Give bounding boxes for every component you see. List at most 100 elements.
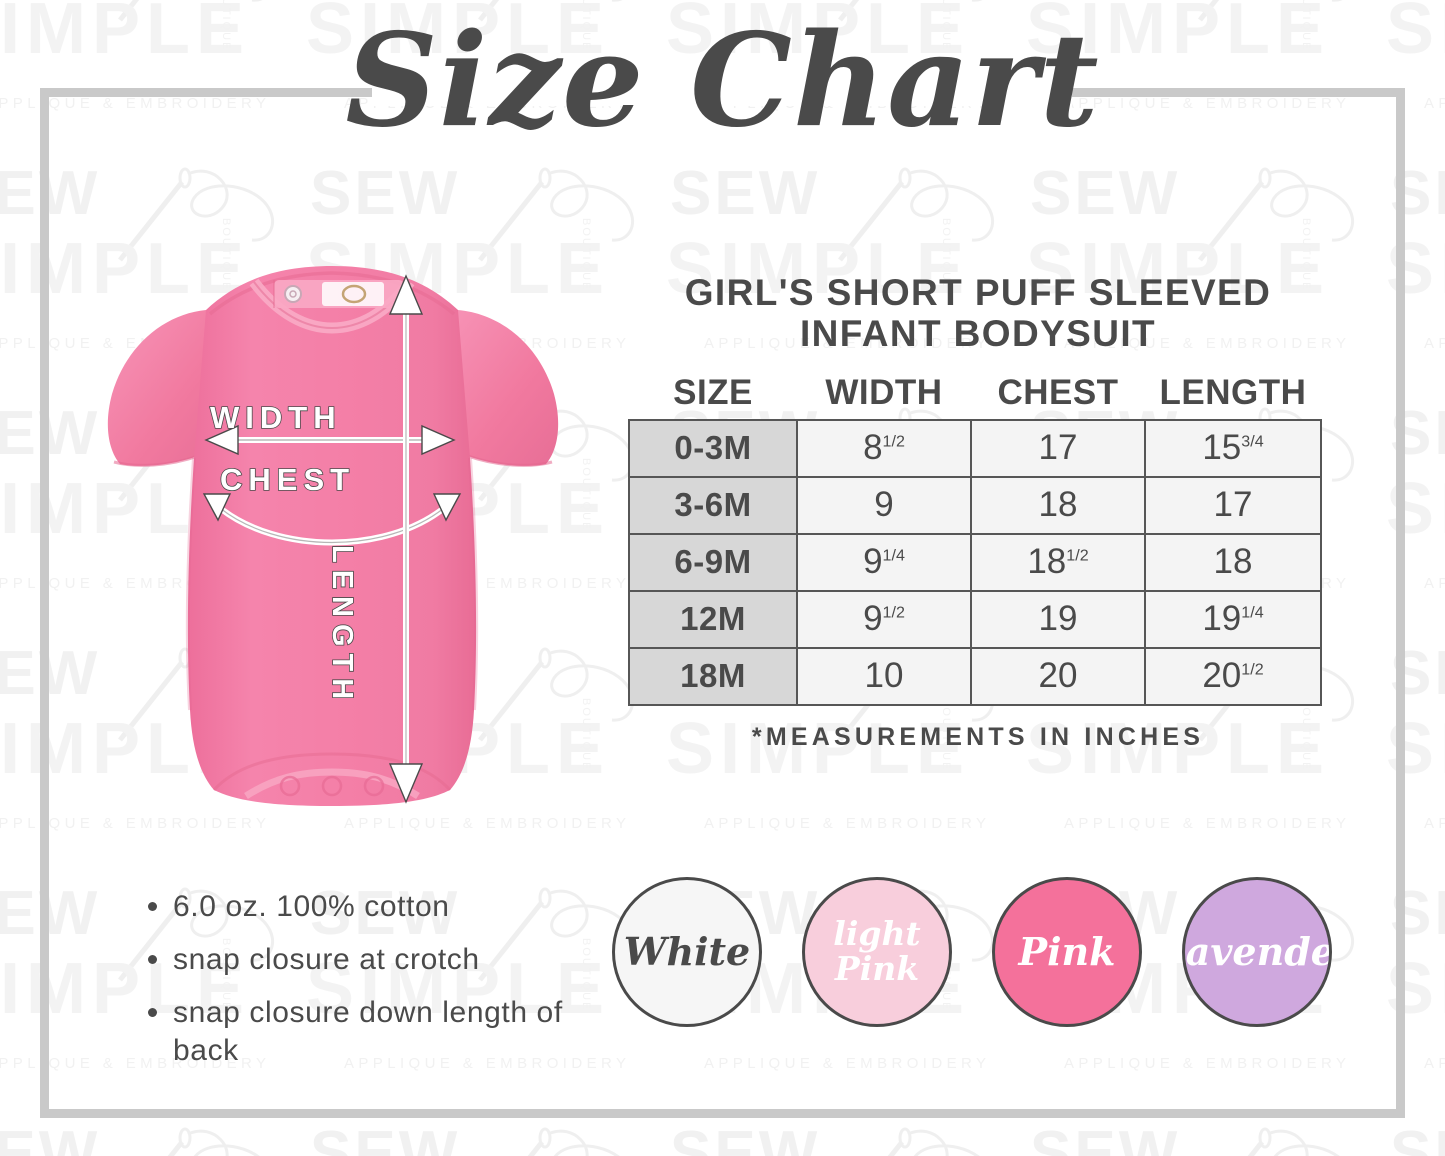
bodysuit-svg	[107, 266, 559, 806]
measurement-unit-note: *MEASUREMENTS IN INCHES	[751, 722, 1205, 751]
table-cell-size: 18M	[628, 646, 798, 706]
product-title: GIRL'S SHORT PUFF SLEEVED INFANT BODYSUI…	[628, 272, 1328, 355]
table-cell: 9	[796, 475, 972, 535]
column-header-size: SIZE	[673, 372, 753, 412]
watermark-subtitle: APPLIQUE & EMBROIDERY	[704, 1055, 991, 1072]
watermark-boutique: BOUTIQUE	[580, 938, 592, 1012]
neck-snap	[284, 285, 302, 303]
width-dimension-label: WIDTH	[209, 399, 342, 436]
fraction: 1/4	[1241, 603, 1264, 622]
watermark-simple: SIMPLE	[1386, 949, 1445, 1029]
feature-item: snap closure down length of back	[148, 994, 578, 1068]
swatch-label: light Pink	[833, 914, 921, 988]
brand-label	[322, 282, 384, 306]
table-cell: 18	[1144, 532, 1322, 592]
table-row: 0-3M 81/2 17 153/4	[628, 418, 1322, 478]
bullet-icon	[148, 955, 157, 965]
length-arrow	[388, 274, 424, 804]
feature-text: snap closure at crotch	[173, 943, 480, 977]
table-cell: 10	[796, 646, 972, 706]
color-swatch-lavender[interactable]: Lavender	[1182, 877, 1332, 1027]
watermark-simple: SIMPLE	[1386, 229, 1445, 309]
chest-arrow	[202, 493, 462, 546]
watermark-subtitle: APPLIQUE & EMBROIDERY	[1064, 1055, 1351, 1072]
label-graphic	[341, 284, 367, 304]
color-swatch-light-pink[interactable]: light Pink	[802, 877, 952, 1027]
swatch-label: Lavender	[1185, 929, 1329, 974]
fraction: 1/2	[1241, 660, 1264, 679]
watermark-sew: SEW	[0, 879, 101, 948]
watermark-sew: SEW	[1390, 1119, 1445, 1156]
table-cell-size: 12M	[628, 589, 798, 649]
feature-item: 6.0 oz. 100% cotton	[148, 888, 578, 925]
watermark-subtitle: APPLIQUE & EMBROIDERY	[1424, 575, 1445, 592]
color-swatch-pink[interactable]: Pink	[992, 877, 1142, 1027]
fraction: 1/2	[882, 603, 905, 622]
watermark-sew: SEW	[1390, 159, 1445, 228]
watermark-simple: SIMPLE	[1386, 709, 1445, 789]
swatch-label: White	[623, 929, 751, 974]
table-cell: 153/4	[1144, 418, 1322, 478]
watermark-sew: SEW	[1390, 639, 1445, 708]
table-cell-size: 0-3M	[628, 418, 798, 478]
table-cell-size: 6-9M	[628, 532, 798, 592]
table-header-row: SIZE WIDTH CHEST LENGTH	[629, 373, 1321, 420]
watermark-subtitle: APPLIQUE & EMBROIDERY	[1064, 815, 1351, 832]
table-cell: 191/4	[1144, 589, 1322, 649]
crotch-snap-3	[363, 775, 385, 797]
color-swatch-white[interactable]: White	[612, 877, 762, 1027]
watermark-simple: SIMPLE	[1386, 469, 1445, 549]
table-cell: 17	[1144, 475, 1322, 535]
table-cell-size: 3-6M	[628, 475, 798, 535]
fraction: 1/2	[1066, 546, 1089, 565]
table-row: 6-9M 91/4 181/2 18	[628, 532, 1322, 592]
product-title-line1: GIRL'S SHORT PUFF SLEEVED	[684, 272, 1272, 313]
watermark-subtitle: APPLIQUE & EMBROIDERY	[704, 815, 991, 832]
crotch-snap-1	[279, 775, 301, 797]
size-table: SIZE WIDTH CHEST LENGTH 0-3M 81/2 17 153/4 3…	[628, 373, 1322, 706]
product-info-panel: GIRL'S SHORT PUFF SLEEVED INFANT BODYSUI…	[628, 272, 1328, 752]
watermark-sew: SEW	[1390, 879, 1445, 948]
table-cell: 81/2	[796, 418, 972, 478]
feature-item: snap closure at crotch	[148, 941, 578, 978]
watermark-sew: SEW	[670, 159, 821, 228]
watermark-sew: SEW	[0, 1119, 101, 1156]
bullet-icon	[148, 1008, 157, 1018]
fraction: 1/2	[882, 432, 905, 451]
watermark-subtitle: APPLIQUE & EMBROIDERY	[1424, 815, 1445, 832]
bullet-icon	[148, 902, 157, 911]
table-cell: 201/2	[1144, 646, 1322, 706]
table-cell: 19	[970, 589, 1146, 649]
fraction: 3/4	[1241, 432, 1264, 451]
column-header-length: LENGTH	[1159, 372, 1307, 412]
column-header-chest: CHEST	[997, 372, 1119, 412]
watermark-sew: SEW	[1030, 159, 1181, 228]
page-title: Size Chart	[345, 6, 1100, 156]
table-cell: 91/4	[796, 532, 972, 592]
feature-text: 6.0 oz. 100% cotton	[173, 890, 450, 923]
watermark-subtitle: APPLIQUE & EMBROIDERY	[1424, 1055, 1445, 1072]
swatch-label: Pink	[1018, 929, 1116, 974]
features-list: 6.0 oz. 100% cotton snap closure at crotc…	[148, 888, 578, 1085]
length-dimension-label: LENGTH	[325, 544, 359, 707]
bodysuit-body	[187, 266, 477, 806]
watermark-sew: SEW	[1390, 399, 1445, 468]
crotch-snap-2	[321, 775, 343, 797]
size-table-body: 0-3M 81/2 17 153/4 3-6M 9 18 17 6-9M 91/4 181/2 18 1…	[628, 418, 1322, 706]
column-header-width: WIDTH	[825, 372, 943, 412]
watermark-sew: SEW	[670, 1119, 821, 1156]
table-cell: 17	[970, 418, 1146, 478]
product-title-line2: INFANT BODYSUIT	[799, 313, 1157, 355]
table-row: 12M 91/2 19 191/4	[628, 589, 1322, 649]
leg-seam	[212, 752, 452, 792]
table-cell: 91/2	[796, 589, 972, 649]
